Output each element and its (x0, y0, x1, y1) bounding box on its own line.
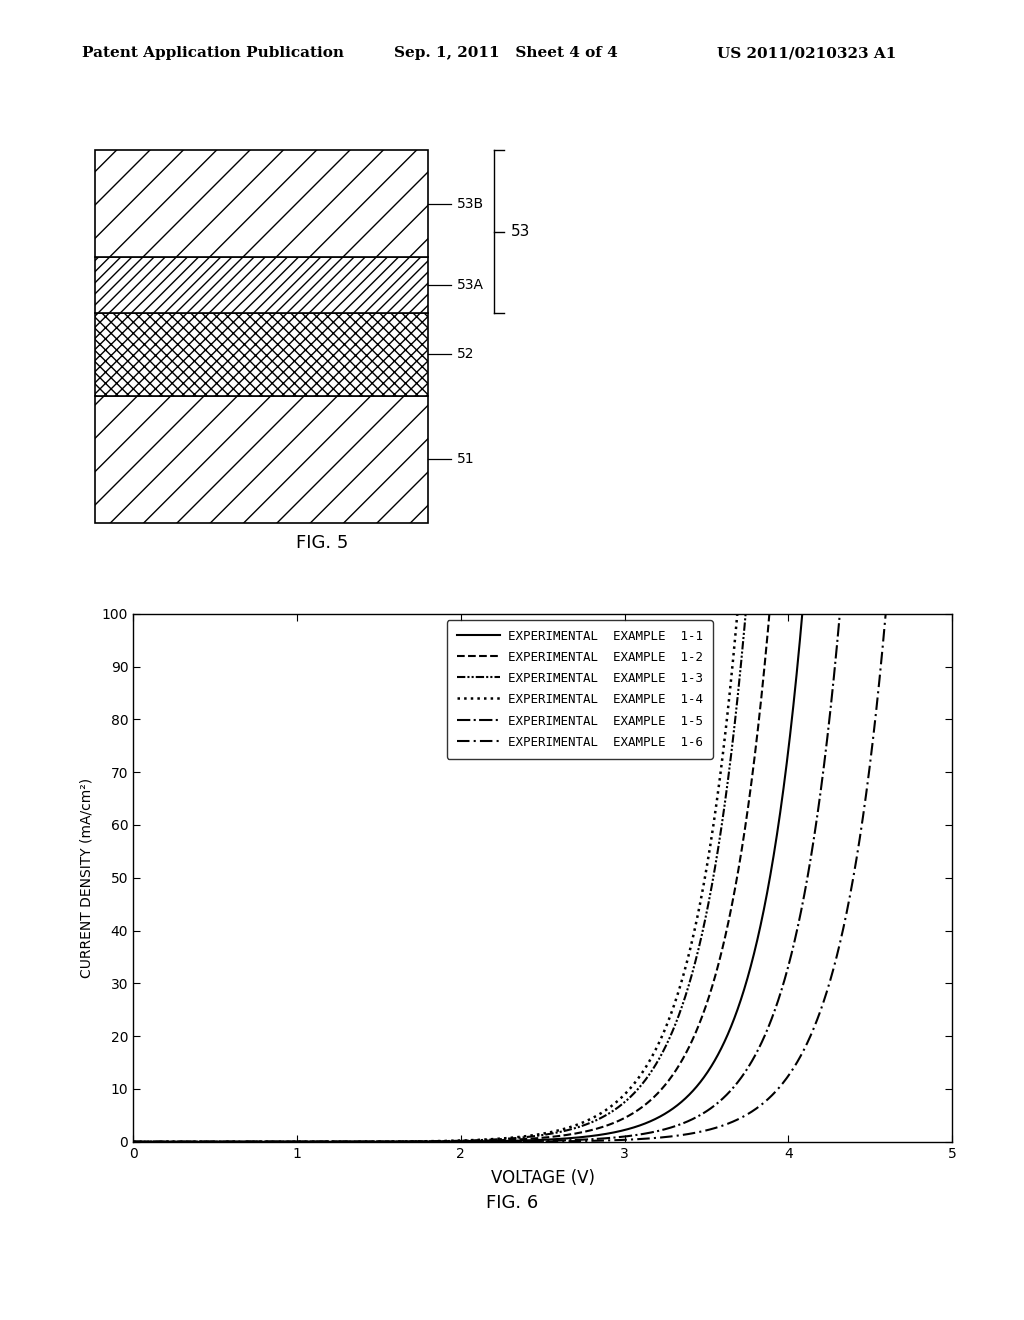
Bar (94, 396, 427, 523)
Y-axis label: CURRENT DENSITY (mA/cm²): CURRENT DENSITY (mA/cm²) (80, 777, 93, 978)
Text: 53A: 53A (458, 279, 484, 292)
Text: Patent Application Publication: Patent Application Publication (82, 46, 344, 61)
Text: Sep. 1, 2011   Sheet 4 of 4: Sep. 1, 2011 Sheet 4 of 4 (394, 46, 618, 61)
Text: FIG. 6: FIG. 6 (485, 1193, 539, 1212)
Text: FIG. 5: FIG. 5 (296, 533, 349, 552)
Bar (94, 313, 427, 396)
Text: 53B: 53B (458, 197, 484, 211)
Text: 51: 51 (458, 453, 475, 466)
X-axis label: VOLTAGE (V): VOLTAGE (V) (490, 1170, 595, 1187)
Bar (94, 257, 427, 313)
Legend: EXPERIMENTAL  EXAMPLE  1-1, EXPERIMENTAL  EXAMPLE  1-2, EXPERIMENTAL  EXAMPLE  1: EXPERIMENTAL EXAMPLE 1-1, EXPERIMENTAL E… (446, 620, 713, 759)
Bar (94, 150, 427, 257)
Text: 52: 52 (458, 347, 475, 362)
Text: 53: 53 (511, 224, 530, 239)
Text: US 2011/0210323 A1: US 2011/0210323 A1 (717, 46, 896, 61)
